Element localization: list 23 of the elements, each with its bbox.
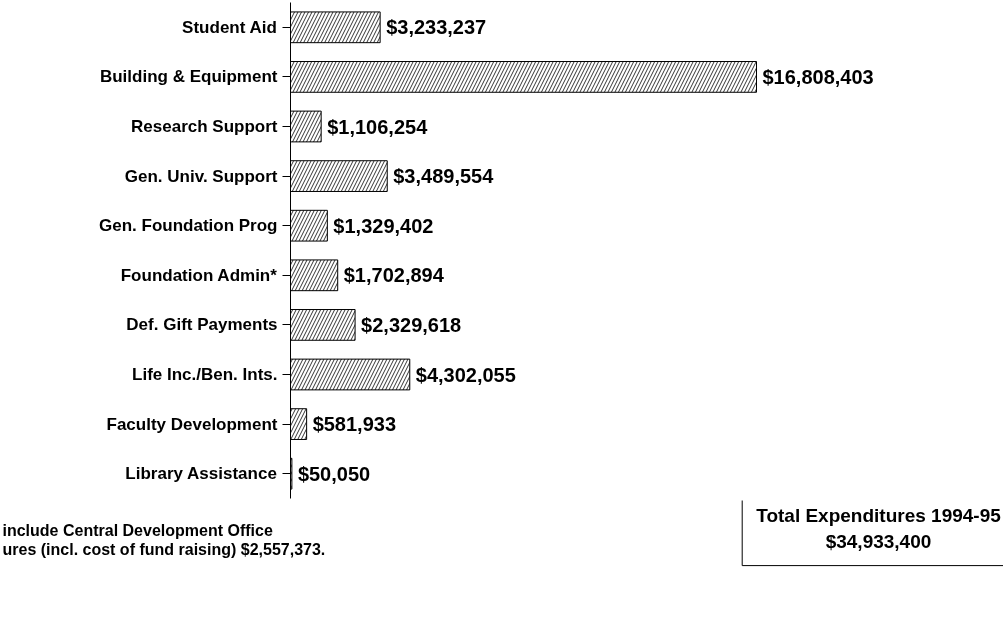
text: ures (incl. cost of fund raising) $2,557,373.: [2, 541, 326, 558]
data-label: $581,933: [312, 413, 397, 436]
y-tick-label: Building & Equipment: [99, 67, 278, 87]
data-label: $3,489,554: [393, 165, 495, 188]
data-label: $1,106,254: [327, 115, 429, 138]
data-label: $16,808,403: [762, 65, 874, 88]
y-tick-label: Def. Gift Payments: [126, 315, 278, 335]
data-label: $2,329,618: [361, 313, 462, 336]
data-label: $3,233,237: [386, 16, 487, 39]
y-tick-label: Library Assistance: [125, 464, 277, 484]
data-label: $1,702,894: [343, 264, 445, 287]
y-tick-label: Foundation Admin*: [120, 265, 278, 285]
y-tick-label: Gen. Foundation Prog: [99, 216, 278, 236]
y-tick-label: Life Inc./Ben. Ints.: [132, 365, 278, 384]
data-label: $50,050: [297, 462, 371, 485]
y-tick-label: Gen. Univ. Support: [124, 166, 278, 186]
text: include Central Development Office: [2, 522, 273, 539]
y-tick-label: Faculty Development: [106, 414, 278, 434]
text: Total Expenditures 1994-95 $34,933,400: [756, 505, 1002, 552]
data-label: $1,329,402: [333, 214, 434, 237]
y-tick-label: Research Support: [131, 117, 278, 136]
data-label: $4,302,055: [415, 363, 516, 386]
y-tick-label: Student Aid: [182, 17, 277, 37]
